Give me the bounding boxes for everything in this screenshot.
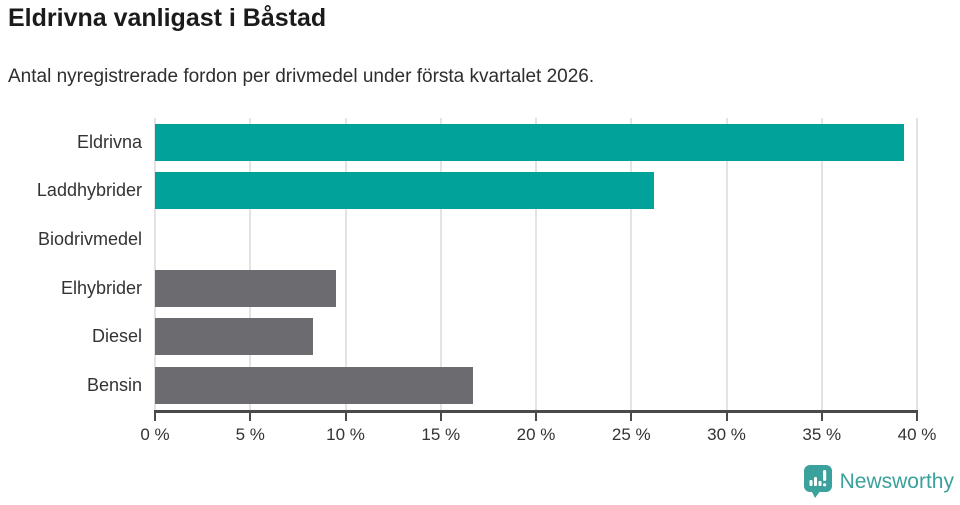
bar-row: Biodrivmedel [38, 215, 917, 264]
tick-mark [916, 413, 918, 421]
category-label-biodrivmedel: Biodrivmedel [37, 229, 142, 250]
gridline [344, 118, 347, 410]
gridline [154, 118, 156, 410]
category-label-eldrivna: Eldrivna [76, 131, 142, 152]
category-label-bensin: Bensin [86, 375, 142, 396]
bar-row: Laddhybrider [37, 167, 917, 216]
tick-label: 5 % [235, 425, 265, 444]
plot-area: Eldrivna Laddhybrider Biodrivmedel Elhybrid… [37, 118, 918, 410]
bar-row: Diesel [92, 313, 917, 362]
tick-mark [249, 413, 252, 421]
category-label-elhybrider: Elhybrider [60, 277, 142, 298]
bar-eldrivna [155, 123, 904, 161]
tick-mark [630, 413, 633, 421]
gridline [630, 118, 633, 410]
bar-row: Elhybrider [61, 264, 917, 313]
tick-label: 20 % [516, 425, 556, 444]
newsworthy-logo-icon [803, 465, 832, 498]
tick-label: 15 % [421, 425, 461, 444]
tick-label: 40 % [897, 425, 937, 444]
tick-mark [725, 413, 728, 421]
bar-row: Bensin [87, 361, 917, 410]
brand-footer: Newsworthy [803, 465, 954, 499]
tick-mark [344, 413, 347, 421]
tick-label: 35 % [802, 425, 842, 444]
gridline [916, 118, 918, 410]
category-label-laddhybrider: Laddhybrider [36, 180, 142, 201]
gridline [439, 118, 442, 410]
brand-name: Newsworthy [839, 470, 954, 493]
tick-label: 25 % [611, 425, 651, 444]
bar-bensin [155, 367, 474, 405]
bar-row: Eldrivna [77, 118, 917, 167]
tick-label: 30 % [707, 425, 746, 444]
gridline [725, 118, 728, 410]
tick-mark [439, 413, 442, 421]
tick-label: 10 % [326, 425, 365, 444]
bar-laddhybrider [155, 172, 655, 210]
bar-rows: Eldrivna Laddhybrider Biodrivmedel Elhybrid… [37, 118, 917, 410]
gridline [535, 118, 537, 410]
gridline [249, 118, 252, 410]
bar-diesel [155, 318, 314, 356]
chart-subtitle: Antal nyregistrerade fordon per drivmede… [8, 66, 595, 87]
category-label-diesel: Diesel [91, 326, 142, 347]
x-axis-line [154, 410, 918, 413]
tick-mark [154, 413, 156, 421]
tick-mark [820, 413, 823, 421]
x-axis-ticks: 0 % 5 % 10 % 15 % 20 % 25 % 30 % 35 % 40 % [140, 410, 936, 454]
gridline [820, 118, 823, 410]
tick-label: 0 % [140, 425, 170, 444]
bar-elhybrider [155, 269, 336, 307]
chart-title: Eldrivna vanligast i Båstad [8, 4, 327, 32]
tick-mark [535, 413, 537, 421]
